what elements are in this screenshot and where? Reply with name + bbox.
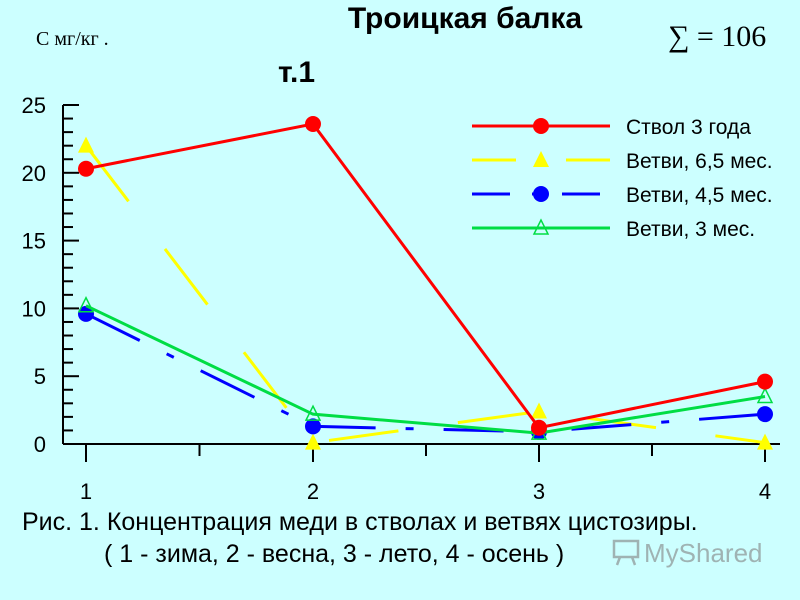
data-point-marker [305,418,321,435]
series-line [84,144,766,445]
data-point-marker [533,151,549,167]
data-point-marker [305,433,321,450]
legend-label: Ветви, 4,5 мес. [626,184,773,207]
data-point-marker [305,115,321,132]
point-label: т.1 [278,56,316,89]
data-point-marker [531,402,547,419]
data-point-marker [77,296,95,313]
data-point-marker [531,419,547,436]
figure-caption-line-1: Рис. 1. Концентрация меди в стволах и ве… [22,508,698,536]
series-3 [78,305,773,440]
data-point-marker [533,186,549,202]
series-line [85,304,766,435]
series-2 [78,136,773,450]
y-axis-unit-label: С мг/кг . [36,28,109,50]
y-tick-label: 15 [22,229,46,254]
x-tick-label: 2 [307,479,319,504]
y-tick-label: 10 [22,296,46,321]
legend-label: Ветви, 3 мес. [626,218,755,241]
presentation-board-icon [612,539,640,566]
watermark-text: MyShared [644,538,763,568]
chart-axes: 0 5 10 15 20 25 1 2 3 4 [22,93,780,504]
y-tick-label: 25 [22,93,46,118]
x-tick-label: 4 [759,479,771,504]
data-point-marker [78,305,94,322]
figure-caption-line-2: ( 1 - зима, 2 - весна, 3 - лето, 4 - осе… [104,540,565,568]
data-point-marker [78,160,94,177]
data-point-marker [533,118,549,134]
data-point-marker [78,136,94,153]
data-point-marker [756,386,774,404]
legend-label: Ствол 3 года [626,116,751,139]
data-point-marker [304,404,322,421]
series-1 [78,115,773,436]
data-point-marker [757,373,773,390]
data-point-marker [757,406,773,423]
series-4 [77,296,774,440]
series-layer [77,115,774,450]
x-tick-label: 3 [533,479,545,504]
y-tick-label: 5 [34,364,46,389]
data-point-marker [532,218,550,235]
chart-title: Троицкая балка [347,2,583,35]
legend: Ствол 3 года Ветви, 6,5 мес. Ветви, 4,5 ме… [472,116,773,241]
series-line [85,122,766,430]
y-tick-label: 0 [34,432,46,457]
sum-label: ∑ = 106 [668,20,767,53]
y-tick-label: 20 [22,161,46,186]
x-tick-label: 1 [80,479,92,504]
data-point-marker [757,433,773,450]
legend-label: Ветви, 6,5 мес. [626,150,773,173]
